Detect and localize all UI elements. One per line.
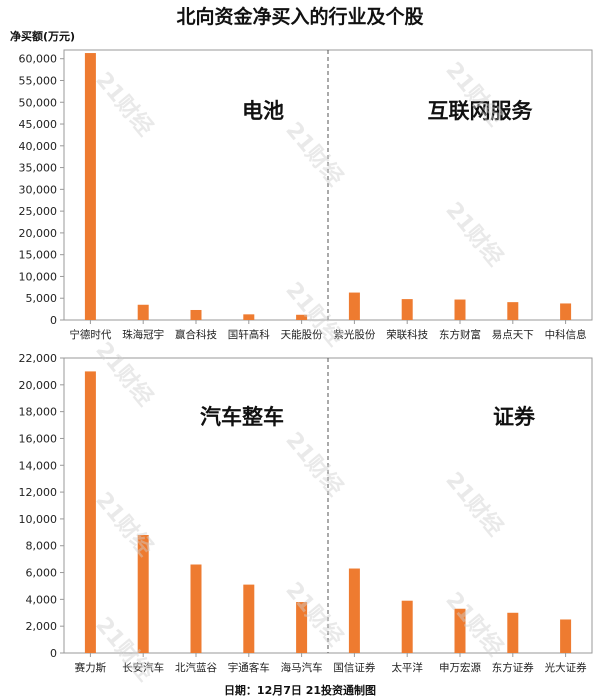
y-tick-label: 2,000 [26,620,58,633]
x-tick-label: 长安汽车 [122,661,164,674]
x-tick-label: 紫光股份 [333,328,375,341]
y-tick-label: 6,000 [26,567,58,580]
x-tick-label: 荣联科技 [386,328,428,341]
x-tick-label: 申万宏源 [439,661,481,674]
watermark: 21财经 [280,117,348,191]
chart-title: 北向资金净买入的行业及个股 [176,6,424,28]
x-tick-label: 东方财富 [439,328,481,341]
bar [401,600,413,653]
watermark: 21财经 [280,577,348,651]
y-tick-label: 55,000 [19,74,58,87]
x-tick-label: 易点天下 [492,329,534,341]
group-title: 互联网服务 [428,99,534,123]
footer-caption: 日期：12月7日 21投资通制图 [223,684,377,697]
watermark: 21财经 [440,587,508,661]
y-tick-label: 25,000 [19,205,58,218]
x-tick-label: 珠海冠宇 [122,328,164,341]
group-title: 证券 [493,405,536,429]
bar [296,602,308,653]
y-tick-label: 0 [50,647,57,660]
x-tick-label: 天能股份 [281,328,323,341]
watermark: 21财经 [440,197,508,271]
x-tick-label: 国轩高科 [228,328,270,341]
x-tick-label: 国信证券 [333,661,375,674]
y-tick-label: 8,000 [26,540,58,553]
x-tick-label: 太平洋 [391,661,423,674]
y-tick-label: 14,000 [19,459,58,472]
bar [84,371,96,653]
y-tick-label: 40,000 [19,140,58,153]
watermark: 21财经 [280,427,348,501]
x-tick-label: 赢合科技 [175,328,217,341]
y-tick-label: 5,000 [26,292,58,305]
x-tick-label: 东方证券 [492,661,534,674]
y-tick-label: 0 [50,314,57,327]
bar [348,568,360,653]
y-tick-label: 20,000 [19,379,58,392]
y-tick-label: 15,000 [19,249,58,262]
group-title: 电池 [242,99,284,123]
x-tick-label: 赛力斯 [75,661,107,674]
y-tick-label: 30,000 [19,183,58,196]
bar [243,584,255,653]
watermark: 21财经 [90,67,158,141]
bar [296,314,308,320]
x-tick-label: 宇通客车 [228,661,270,674]
y-tick-label: 45,000 [19,118,58,131]
watermark: 21财经 [440,467,508,541]
y-tick-label: 18,000 [19,406,58,419]
bar [560,303,572,320]
y-tick-label: 4,000 [26,593,58,606]
bar [243,314,255,320]
x-tick-label: 北汽蓝谷 [175,661,217,674]
y-tick-label: 12,000 [19,486,58,499]
x-tick-label: 海马汽车 [281,661,323,674]
bar [560,619,572,653]
bar [401,299,413,320]
y-tick-label: 10,000 [19,270,58,283]
bar [507,612,519,653]
bar [454,608,466,653]
y-tick-label: 10,000 [19,513,58,526]
bar [507,302,519,320]
x-tick-label: 中科信息 [545,328,587,341]
y-tick-label: 22,000 [19,352,58,365]
y-tick-label: 20,000 [19,227,58,240]
bar [190,564,202,653]
y-tick-label: 16,000 [19,432,58,445]
y-tick-label: 35,000 [19,162,58,175]
bar [190,309,202,320]
bar [84,53,96,320]
bar [137,535,149,653]
group-title: 汽车整车 [200,405,284,429]
watermark: 21财经 [90,337,158,411]
bar [454,299,466,320]
x-tick-label: 光大证券 [545,661,587,674]
y-tick-label: 50,000 [19,96,58,109]
x-tick-label: 宁德时代 [69,328,111,341]
y-tick-label: 60,000 [19,53,58,66]
bar [348,292,360,320]
y-axis-unit-label: 净买额(万元) [10,30,76,43]
watermark: 21财经 [90,487,158,561]
bar [137,304,149,320]
